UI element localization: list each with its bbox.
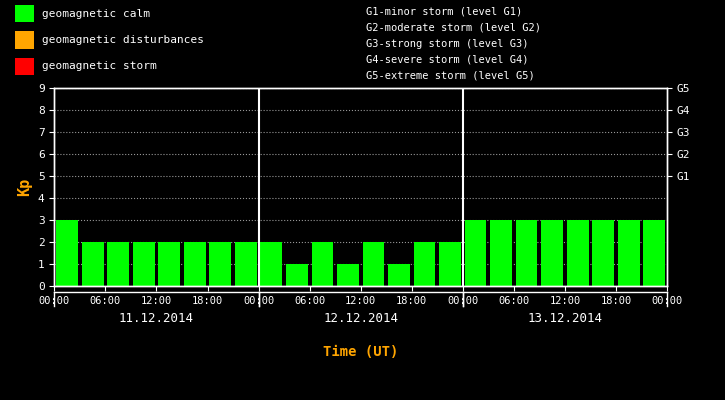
Bar bbox=[567, 220, 589, 286]
Text: Time (UT): Time (UT) bbox=[323, 346, 398, 360]
Bar bbox=[286, 264, 307, 286]
Bar bbox=[14, 58, 34, 75]
Bar bbox=[490, 220, 512, 286]
Text: G5-extreme storm (level G5): G5-extreme storm (level G5) bbox=[366, 71, 535, 81]
Bar bbox=[82, 242, 104, 286]
Bar bbox=[210, 242, 231, 286]
Bar bbox=[107, 242, 129, 286]
Text: G3-strong storm (level G3): G3-strong storm (level G3) bbox=[366, 39, 529, 49]
Y-axis label: Kp: Kp bbox=[17, 178, 33, 196]
Bar bbox=[158, 242, 180, 286]
Bar bbox=[515, 220, 537, 286]
Bar bbox=[184, 242, 206, 286]
Bar bbox=[643, 220, 665, 286]
Text: geomagnetic disturbances: geomagnetic disturbances bbox=[41, 35, 204, 45]
Bar bbox=[439, 242, 461, 286]
Bar bbox=[542, 220, 563, 286]
Bar bbox=[592, 220, 614, 286]
Bar bbox=[14, 5, 34, 22]
Text: G2-moderate storm (level G2): G2-moderate storm (level G2) bbox=[366, 23, 541, 33]
Bar bbox=[14, 31, 34, 49]
Bar bbox=[260, 242, 282, 286]
Text: G4-severe storm (level G4): G4-severe storm (level G4) bbox=[366, 55, 529, 65]
Bar bbox=[337, 264, 359, 286]
Bar bbox=[312, 242, 334, 286]
Text: 12.12.2014: 12.12.2014 bbox=[323, 312, 398, 326]
Bar bbox=[465, 220, 486, 286]
Bar bbox=[57, 220, 78, 286]
Bar bbox=[133, 242, 154, 286]
Text: geomagnetic calm: geomagnetic calm bbox=[41, 9, 149, 18]
Bar bbox=[618, 220, 639, 286]
Text: G1-minor storm (level G1): G1-minor storm (level G1) bbox=[366, 7, 522, 17]
Bar bbox=[235, 242, 257, 286]
Bar bbox=[388, 264, 410, 286]
Text: geomagnetic storm: geomagnetic storm bbox=[41, 61, 157, 71]
Text: 11.12.2014: 11.12.2014 bbox=[119, 312, 194, 326]
Bar bbox=[362, 242, 384, 286]
Text: 13.12.2014: 13.12.2014 bbox=[527, 312, 602, 326]
Bar bbox=[414, 242, 435, 286]
